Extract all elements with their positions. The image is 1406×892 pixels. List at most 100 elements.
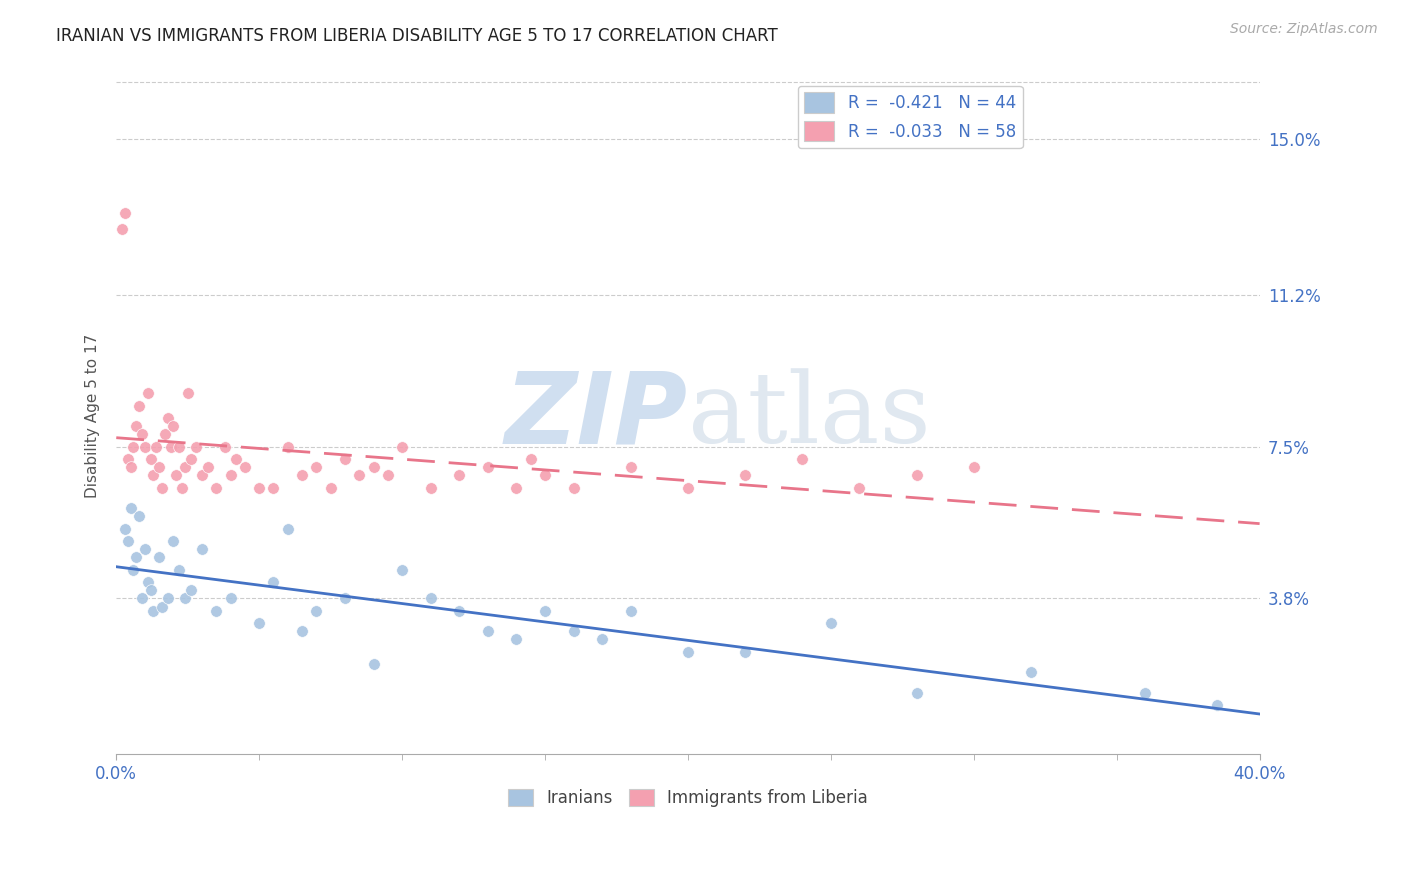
Point [167, 563, 190, 577]
Point [177, 386, 200, 401]
Point [333, 591, 356, 606]
Point [191, 542, 214, 557]
Point [277, 440, 299, 454]
Point [111, 222, 134, 236]
Point [319, 481, 342, 495]
Point [148, 460, 170, 475]
Text: IRANIAN VS IMMIGRANTS FROM LIBERIA DISABILITY AGE 5 TO 17 CORRELATION CHART: IRANIAN VS IMMIGRANTS FROM LIBERIA DISAB… [56, 27, 778, 45]
Point [156, 410, 179, 425]
Point [125, 550, 148, 565]
Point [145, 440, 167, 454]
Point [150, 481, 173, 495]
Point [363, 460, 385, 475]
Point [291, 468, 314, 483]
Point [676, 481, 699, 495]
Point [477, 460, 499, 475]
Point [170, 481, 193, 495]
Point [291, 624, 314, 639]
Point [391, 563, 413, 577]
Point [247, 615, 270, 630]
Point [150, 599, 173, 614]
Point [125, 419, 148, 434]
Point [225, 451, 247, 466]
Point [162, 419, 184, 434]
Point [167, 440, 190, 454]
Point [114, 522, 136, 536]
Text: atlas: atlas [688, 368, 931, 464]
Point [153, 427, 176, 442]
Y-axis label: Disability Age 5 to 17: Disability Age 5 to 17 [86, 334, 100, 498]
Point [142, 468, 165, 483]
Point [205, 604, 228, 618]
Point [134, 440, 156, 454]
Point [263, 481, 285, 495]
Point [214, 440, 236, 454]
Point [117, 451, 139, 466]
Point [219, 468, 242, 483]
Point [156, 591, 179, 606]
Point [120, 460, 142, 475]
Point [505, 632, 527, 647]
Point [477, 624, 499, 639]
Point [233, 460, 256, 475]
Point [165, 468, 187, 483]
Point [848, 481, 870, 495]
Point [122, 563, 145, 577]
Point [562, 481, 585, 495]
Point [305, 604, 328, 618]
Point [534, 468, 557, 483]
Point [620, 604, 643, 618]
Point [1019, 665, 1042, 680]
Point [963, 460, 986, 475]
Point [333, 451, 356, 466]
Point [139, 583, 162, 598]
Legend: Iranians, Immigrants from Liberia: Iranians, Immigrants from Liberia [501, 782, 875, 814]
Point [131, 427, 153, 442]
Text: ZIP: ZIP [505, 368, 688, 465]
Point [905, 468, 928, 483]
Point [1135, 686, 1157, 700]
Point [180, 583, 202, 598]
Point [820, 615, 842, 630]
Point [219, 591, 242, 606]
Point [363, 657, 385, 671]
Point [377, 468, 399, 483]
Point [159, 440, 181, 454]
Point [173, 460, 195, 475]
Point [734, 468, 756, 483]
Point [186, 440, 208, 454]
Point [136, 574, 159, 589]
Point [734, 645, 756, 659]
Text: Source: ZipAtlas.com: Source: ZipAtlas.com [1230, 22, 1378, 37]
Point [263, 574, 285, 589]
Point [391, 440, 413, 454]
Point [676, 645, 699, 659]
Point [139, 451, 162, 466]
Point [519, 451, 541, 466]
Point [505, 481, 527, 495]
Point [534, 604, 557, 618]
Point [191, 468, 214, 483]
Point [277, 522, 299, 536]
Point [305, 460, 328, 475]
Point [162, 533, 184, 548]
Point [792, 451, 814, 466]
Point [205, 481, 228, 495]
Point [620, 460, 643, 475]
Point [180, 451, 202, 466]
Point [128, 399, 150, 413]
Point [136, 386, 159, 401]
Point [347, 468, 370, 483]
Point [449, 468, 471, 483]
Point [562, 624, 585, 639]
Point [114, 206, 136, 220]
Point [419, 591, 441, 606]
Point [120, 501, 142, 516]
Point [117, 533, 139, 548]
Point [591, 632, 613, 647]
Point [148, 550, 170, 565]
Point [134, 542, 156, 557]
Point [173, 591, 195, 606]
Point [419, 481, 441, 495]
Point [142, 604, 165, 618]
